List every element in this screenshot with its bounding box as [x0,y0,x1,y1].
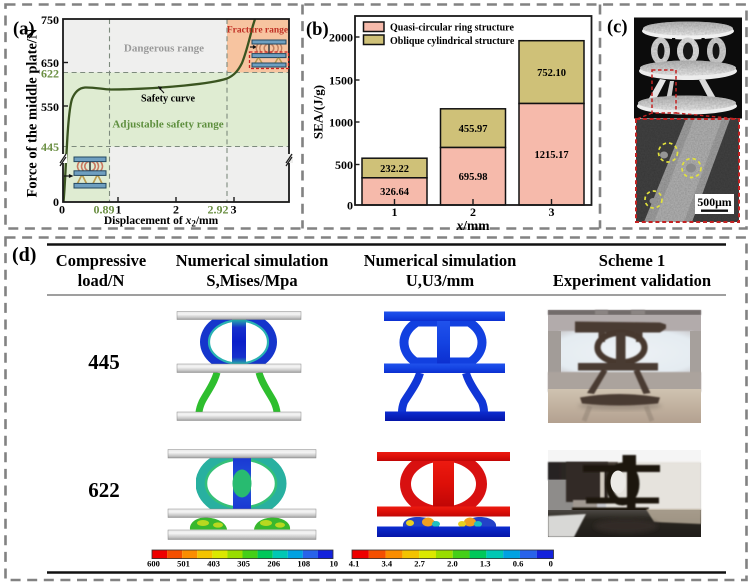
svg-text:1000: 1000 [329,116,353,130]
svg-text:Safety curve: Safety curve [141,94,196,105]
svg-text:2.7: 2.7 [414,559,425,569]
svg-text:4.1: 4.1 [349,559,360,569]
svg-text:695.98: 695.98 [459,172,488,183]
svg-text:1: 1 [392,205,398,219]
svg-text:Adjustable safety range: Adjustable safety range [112,119,223,131]
svg-text:10: 10 [329,559,338,569]
svg-text:108: 108 [297,559,310,569]
svg-text:1215.17: 1215.17 [534,150,568,161]
svg-text:0: 0 [59,203,65,217]
svg-text:3.4: 3.4 [381,559,392,569]
svg-text:Oblique cylindrical structure: Oblique cylindrical structure [390,36,515,47]
svg-text:650: 650 [41,56,59,70]
svg-text:0: 0 [549,559,553,569]
svg-text:Dangerous range: Dangerous range [124,43,204,55]
svg-text:206: 206 [267,559,280,569]
svg-text:500: 500 [335,158,353,172]
svg-text:Scheme 1: Scheme 1 [599,251,665,270]
svg-text:x/mm: x/mm [456,218,491,233]
svg-text:622: 622 [41,67,59,81]
svg-text:305: 305 [237,559,250,569]
svg-text:326.64: 326.64 [380,187,410,198]
svg-text:501: 501 [177,559,190,569]
svg-text:3: 3 [231,203,237,217]
svg-text:2: 2 [470,205,476,219]
svg-text:750: 750 [41,13,59,27]
svg-text:(b): (b) [306,20,329,40]
svg-text:0.89: 0.89 [94,203,115,217]
svg-text:232.22: 232.22 [380,164,409,175]
svg-text:2: 2 [173,203,179,217]
svg-text:Force of the middle plate/N: Force of the middle plate/N [25,28,41,197]
svg-text:2.0: 2.0 [447,559,458,569]
svg-text:Numerical simulation: Numerical simulation [176,251,329,270]
svg-text:445: 445 [88,350,120,374]
svg-text:403: 403 [207,559,220,569]
svg-text:2.92: 2.92 [208,203,229,217]
svg-text:2000: 2000 [329,31,353,45]
svg-text:Fracture range: Fracture range [227,26,288,36]
svg-text:U,U3/mm: U,U3/mm [406,271,475,290]
svg-text:550: 550 [41,100,59,114]
svg-text:Compressive: Compressive [56,251,146,270]
svg-text:0: 0 [53,195,59,209]
svg-text:(d): (d) [12,244,36,266]
svg-text:load/N: load/N [78,271,125,290]
svg-text:622: 622 [88,478,120,502]
svg-text:Quasi-circular ring structure: Quasi-circular ring structure [390,23,514,34]
svg-text:500μm: 500μm [697,195,731,209]
svg-text:(a): (a) [13,20,35,40]
svg-text:Numerical simulation: Numerical simulation [364,251,517,270]
svg-text:445: 445 [41,140,59,154]
svg-text:S,Mises/Mpa: S,Mises/Mpa [206,271,297,290]
svg-text:1: 1 [116,203,122,217]
svg-text:SEA/(J/g): SEA/(J/g) [311,85,326,139]
svg-text:3: 3 [549,205,555,219]
svg-text:Displacement of x2/mm: Displacement of x2/mm [104,215,219,229]
svg-text:0: 0 [347,199,353,213]
svg-text:(c): (c) [607,18,628,38]
svg-text:1500: 1500 [329,74,353,88]
svg-text:Experiment validation: Experiment validation [553,271,711,290]
svg-text:600: 600 [147,559,160,569]
svg-text:752.10: 752.10 [537,68,566,79]
svg-text:0.6: 0.6 [513,559,524,569]
svg-text:455.97: 455.97 [459,124,488,135]
svg-text:1.3: 1.3 [480,559,491,569]
